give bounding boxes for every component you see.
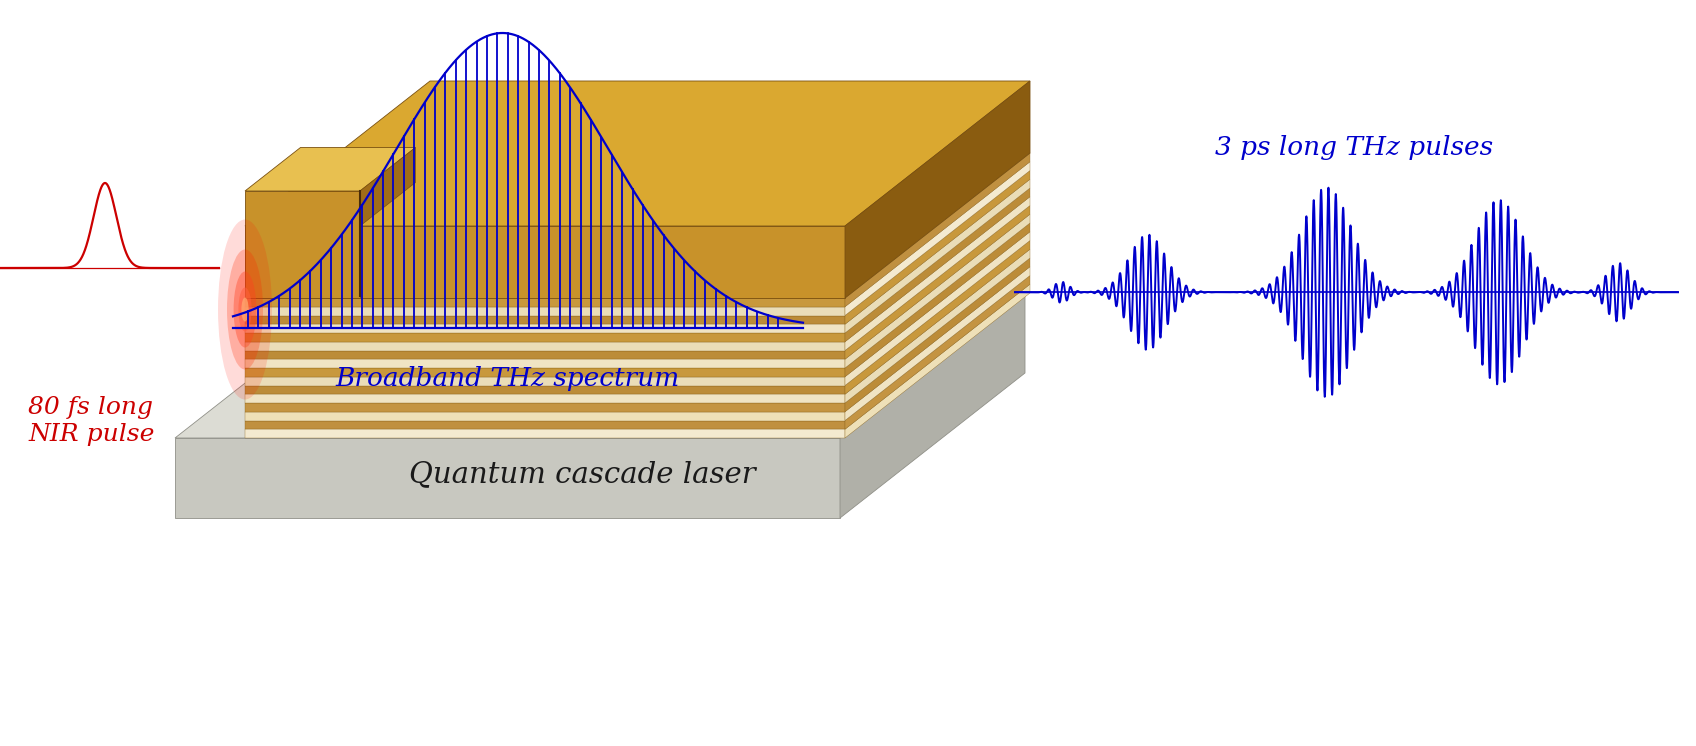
Polygon shape	[244, 316, 845, 325]
Ellipse shape	[234, 272, 256, 348]
Polygon shape	[244, 421, 845, 429]
Polygon shape	[845, 284, 1029, 438]
Polygon shape	[244, 394, 845, 403]
Polygon shape	[845, 153, 1029, 307]
Polygon shape	[244, 226, 845, 298]
Polygon shape	[845, 205, 1029, 360]
Polygon shape	[244, 386, 845, 394]
Text: 3 ps long THz pulses: 3 ps long THz pulses	[1214, 136, 1492, 160]
Polygon shape	[244, 81, 1029, 226]
Text: Quantum cascade laser: Quantum cascade laser	[409, 460, 756, 488]
Polygon shape	[845, 171, 1029, 325]
Ellipse shape	[219, 219, 271, 400]
Polygon shape	[244, 325, 845, 333]
Polygon shape	[244, 191, 360, 298]
Polygon shape	[244, 368, 845, 377]
Polygon shape	[845, 188, 1029, 342]
Polygon shape	[845, 275, 1029, 429]
Polygon shape	[244, 351, 845, 360]
Polygon shape	[244, 360, 845, 368]
Polygon shape	[175, 293, 1024, 438]
Polygon shape	[244, 377, 845, 386]
Ellipse shape	[239, 287, 251, 331]
Polygon shape	[244, 153, 1029, 298]
Text: Broadband THz spectrum: Broadband THz spectrum	[336, 366, 680, 391]
Polygon shape	[244, 333, 845, 342]
Polygon shape	[244, 148, 416, 191]
Polygon shape	[845, 223, 1029, 377]
Polygon shape	[244, 298, 845, 307]
Text: 80 fs long
NIR pulse: 80 fs long NIR pulse	[29, 396, 154, 445]
Polygon shape	[244, 307, 845, 316]
Ellipse shape	[227, 249, 263, 369]
Polygon shape	[360, 148, 416, 226]
Polygon shape	[845, 197, 1029, 351]
Polygon shape	[244, 342, 845, 351]
Polygon shape	[244, 429, 845, 438]
Polygon shape	[845, 249, 1029, 403]
Polygon shape	[244, 412, 845, 421]
Polygon shape	[845, 81, 1029, 298]
Polygon shape	[845, 232, 1029, 386]
Polygon shape	[840, 293, 1024, 518]
Polygon shape	[845, 179, 1029, 333]
Ellipse shape	[241, 298, 249, 322]
Polygon shape	[175, 438, 840, 518]
Polygon shape	[244, 403, 845, 412]
Polygon shape	[845, 258, 1029, 412]
Polygon shape	[845, 214, 1029, 368]
Polygon shape	[845, 267, 1029, 421]
Polygon shape	[845, 162, 1029, 316]
Polygon shape	[845, 240, 1029, 394]
